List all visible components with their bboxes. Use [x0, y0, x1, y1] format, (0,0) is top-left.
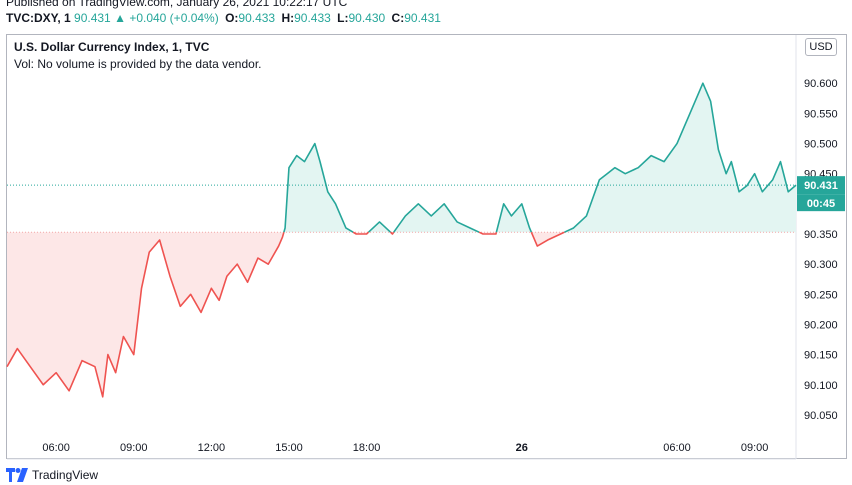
countdown-tag: 00:45 — [807, 198, 835, 210]
published-caption: Published on TradingView.com, January 26… — [6, 0, 348, 9]
price-line-0 — [6, 231, 285, 398]
price-line-2 — [352, 231, 370, 235]
x-tick-4: 18:00 — [353, 442, 381, 454]
chart-title: U.S. Dollar Currency Index, 1, TVC — [14, 40, 210, 54]
price-tag-box — [797, 176, 845, 195]
price-change: +0.040 (+0.04%) — [129, 11, 219, 25]
area-fill-1 — [283, 143, 354, 233]
y-tick-2: 90.500 — [804, 139, 838, 151]
tradingview-logo[interactable]: TradingView — [6, 468, 98, 482]
currency-button[interactable]: USD — [805, 38, 837, 56]
x-tick-7: 09:00 — [741, 442, 769, 454]
price-line-4 — [389, 231, 395, 235]
x-tick-0: 06:00 — [42, 442, 70, 454]
volume-note: Vol: No volume is provided by the data v… — [14, 57, 262, 71]
area-fill-5 — [393, 203, 480, 233]
price-line-1 — [283, 142, 354, 233]
area-fill-3 — [368, 221, 391, 233]
tradingview-brand: TradingView — [32, 468, 99, 482]
low-label: L: — [337, 11, 349, 25]
x-tick-2: 12:00 — [198, 442, 226, 454]
y-tick-8: 90.200 — [804, 319, 838, 331]
quote-line: TVC:DXY, 1 90.431 ▲ +0.040 (+0.04%) O:90… — [6, 11, 441, 25]
price-line-6 — [478, 231, 498, 235]
high-label: H: — [281, 11, 295, 25]
y-tick-5: 90.350 — [804, 229, 838, 241]
low-value: 90.430 — [348, 11, 386, 25]
area-fill-0 — [7, 232, 284, 397]
x-tick-5: 26 — [516, 442, 528, 454]
y-tick-6: 90.300 — [804, 259, 838, 271]
last-price: 90.431 — [74, 11, 111, 25]
x-tick-1: 09:00 — [120, 442, 148, 454]
x-tick-3: 15:00 — [275, 442, 303, 454]
symbol-label: TVC:DXY, 1 — [6, 11, 71, 25]
price-line-9 — [564, 82, 797, 233]
high-value: 90.433 — [294, 11, 331, 25]
price-line-3 — [367, 221, 392, 233]
y-tick-0: 90.600 — [804, 78, 838, 90]
price-line-8 — [530, 231, 565, 247]
close-label: C: — [391, 11, 405, 25]
open-value: 90.433 — [238, 11, 276, 25]
countdown-tag-box — [797, 194, 845, 212]
area-fill-9 — [564, 83, 796, 233]
y-tick-1: 90.550 — [804, 108, 838, 120]
area-fill-7 — [496, 203, 532, 233]
close-value: 90.431 — [404, 11, 441, 25]
y-tick-9: 90.150 — [804, 350, 838, 362]
x-tick-6: 06:00 — [663, 442, 691, 454]
y-tick-11: 90.050 — [804, 410, 838, 422]
open-label: O: — [225, 11, 239, 25]
price-line-5 — [393, 203, 480, 233]
price-line-7 — [495, 203, 533, 233]
y-tick-10: 90.100 — [804, 380, 838, 392]
y-tick-7: 90.250 — [804, 289, 838, 301]
price-tag: 90.431 — [804, 180, 838, 192]
tradingview-logo-icon — [6, 468, 28, 482]
up-arrow-icon: ▲ — [114, 11, 126, 25]
